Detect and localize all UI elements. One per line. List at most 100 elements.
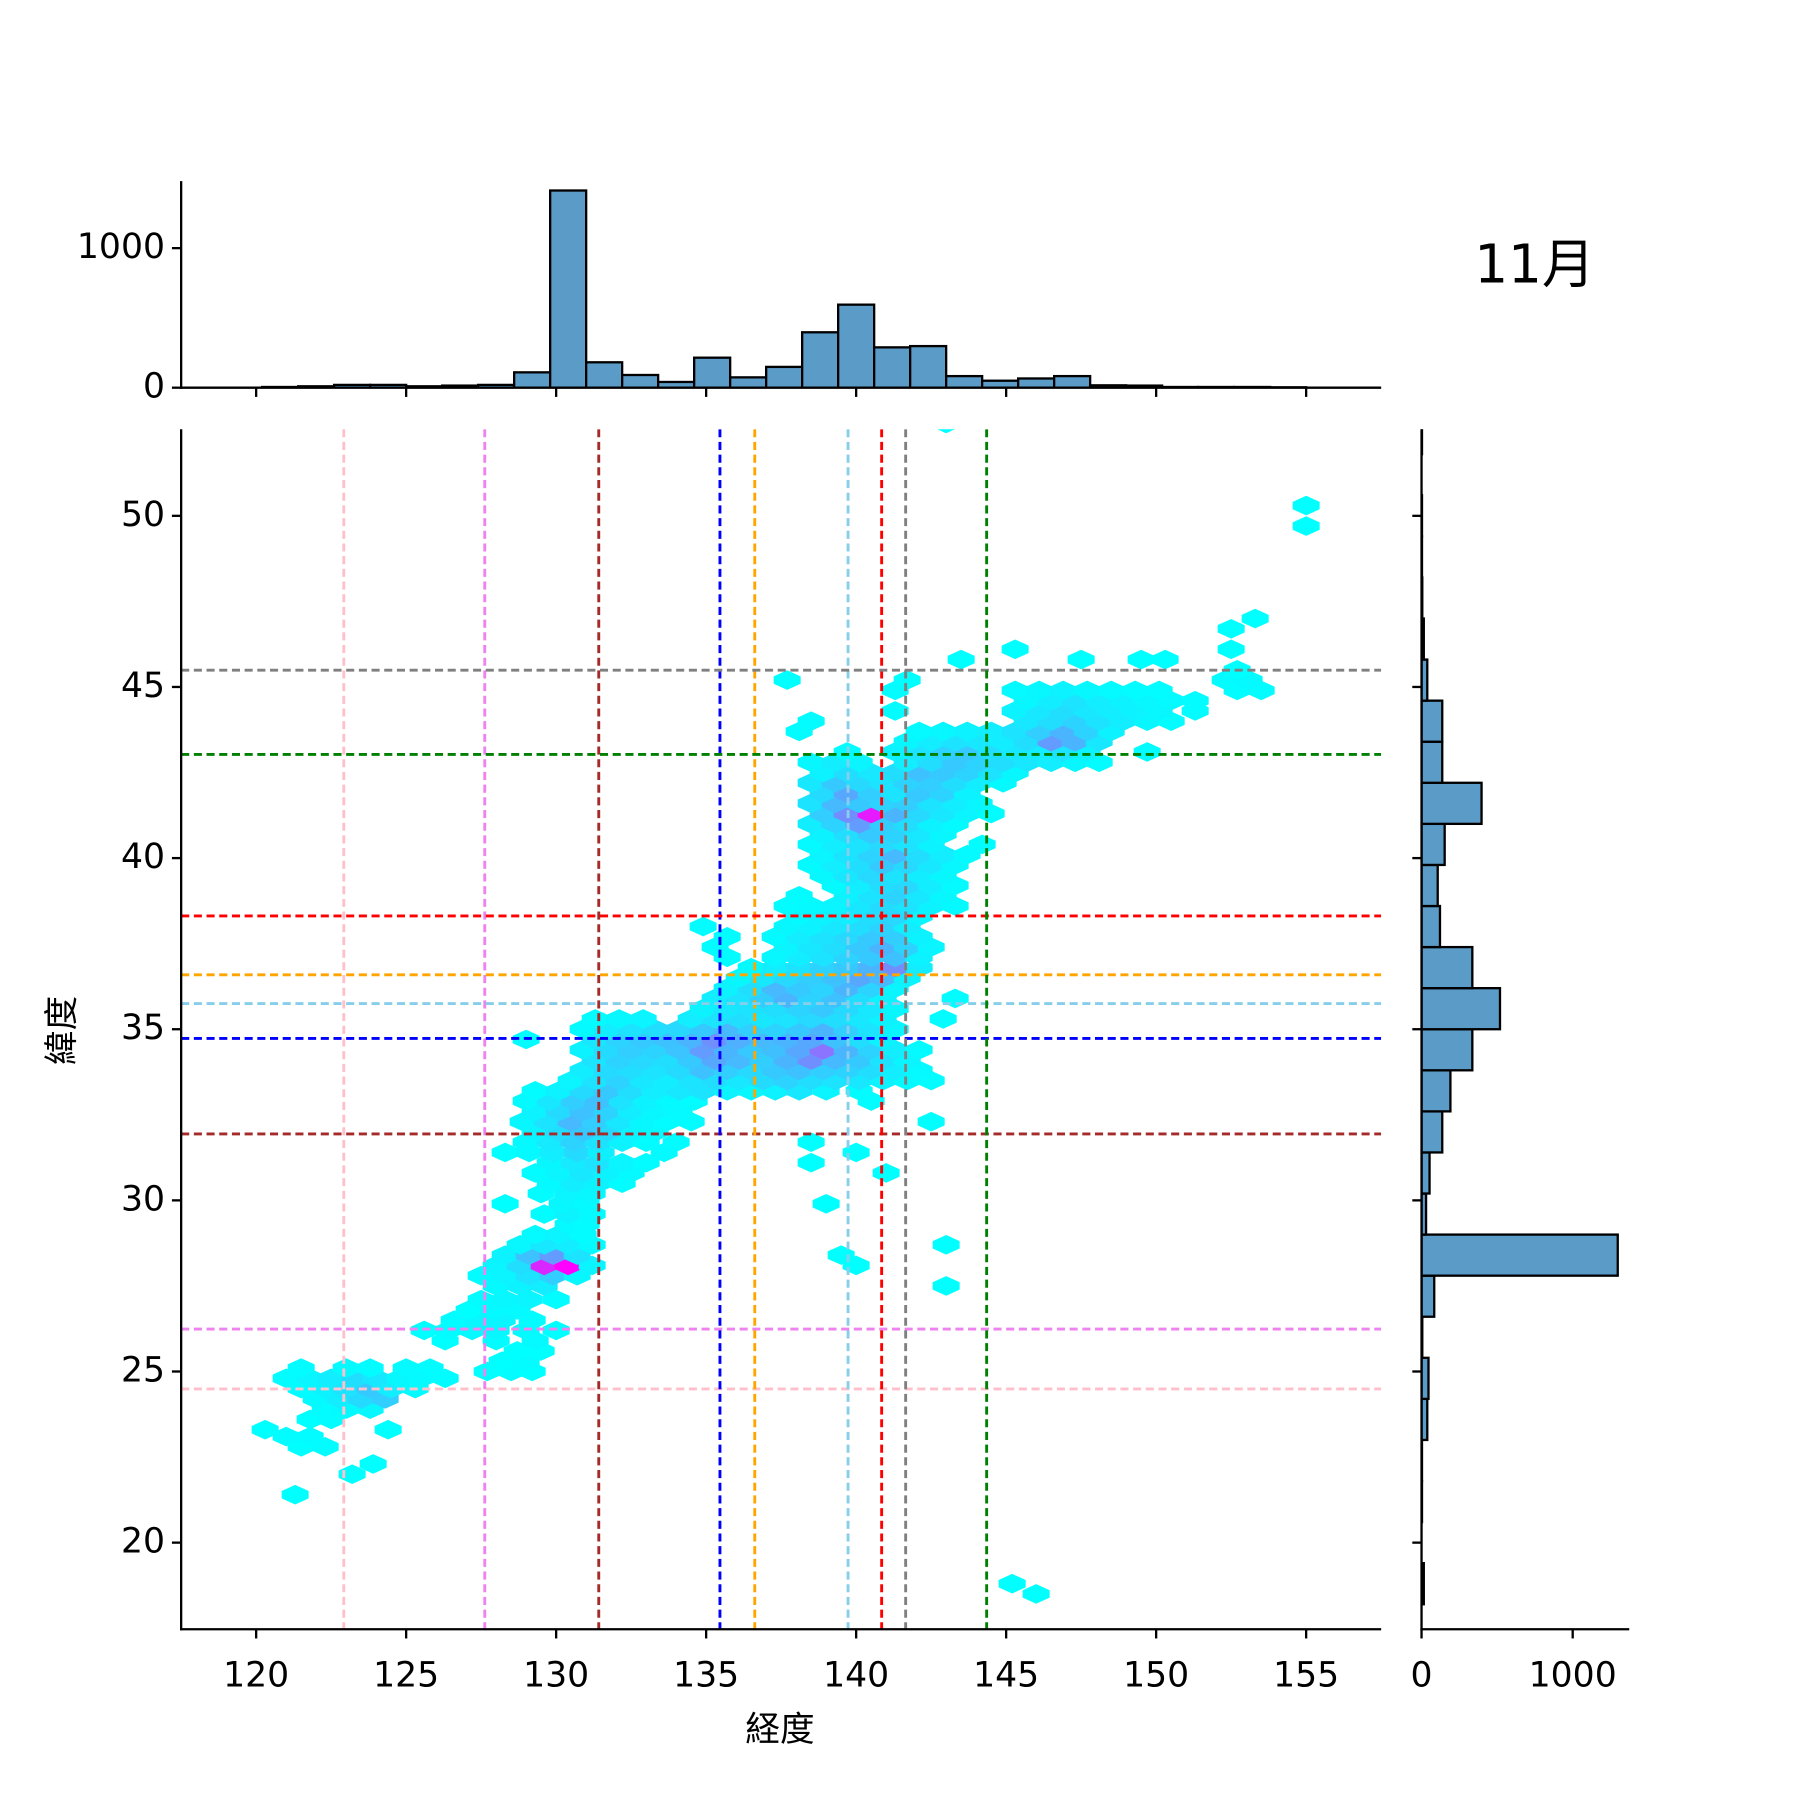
histogram-bar xyxy=(1421,945,1474,990)
histogram-bar xyxy=(1421,1274,1436,1318)
hex-cell xyxy=(608,1152,636,1173)
hex-cell xyxy=(773,670,801,690)
hex-cell xyxy=(1145,680,1173,701)
x-tick-label: 150 xyxy=(1123,1656,1189,1696)
hex-cell xyxy=(1022,1584,1050,1604)
hex-cell xyxy=(1133,742,1161,762)
hex-cell xyxy=(1001,639,1029,660)
x-tick-label: 130 xyxy=(523,1656,589,1696)
histogram-bar xyxy=(1421,1233,1619,1277)
hex-cell xyxy=(416,1358,444,1378)
hex-cell xyxy=(905,1039,933,1060)
hex-cell xyxy=(893,670,921,690)
histogram-bar xyxy=(1421,1356,1430,1401)
x-tick-label: 145 xyxy=(973,1656,1039,1696)
y-tick-label: 1000 xyxy=(77,227,165,267)
histogram-bar xyxy=(908,344,948,388)
hex-cell xyxy=(872,1163,900,1183)
hex-cell xyxy=(542,1289,570,1310)
histogram-bar xyxy=(1421,904,1442,949)
y-tick-label: 30 xyxy=(121,1179,165,1219)
hex-cell xyxy=(251,1419,279,1440)
hex-cell xyxy=(605,1009,633,1029)
histogram-bar xyxy=(728,376,768,388)
plot-area xyxy=(1421,429,1619,1606)
hex-cell xyxy=(929,721,957,742)
hex-cell xyxy=(1181,690,1209,711)
x-tick-label: 120 xyxy=(223,1656,289,1696)
hex-cell xyxy=(521,1081,549,1101)
hex-cell xyxy=(338,1464,366,1484)
hex-cell xyxy=(530,1204,558,1224)
hex-cell xyxy=(1217,618,1245,639)
x-axis-label: 経度 xyxy=(745,1710,814,1750)
x-tick-label: 140 xyxy=(823,1656,889,1696)
hex-cell xyxy=(1073,680,1101,701)
hex-cell xyxy=(1241,608,1269,629)
hex-cell xyxy=(374,1419,402,1440)
histogram-bar xyxy=(692,356,732,388)
hex-cell xyxy=(287,1358,315,1378)
plot-area xyxy=(181,429,1382,1630)
histogram-bar xyxy=(872,346,912,388)
hex-cell xyxy=(812,1193,840,1214)
hex-cell xyxy=(467,1289,495,1310)
hex-cell xyxy=(689,916,717,937)
x-tick-label: 1000 xyxy=(1529,1656,1617,1696)
hex-cell xyxy=(296,1426,324,1447)
histogram-bar xyxy=(764,365,804,388)
hex-cell xyxy=(968,834,996,855)
histogram-bar xyxy=(548,189,588,388)
histogram-bar xyxy=(1421,987,1502,1031)
histogram-bar xyxy=(1052,374,1092,388)
histogram-bar xyxy=(1421,1069,1452,1113)
hex-cell xyxy=(662,1132,690,1152)
hex-cell xyxy=(932,1235,960,1255)
hex-cell xyxy=(917,1111,945,1132)
hex-cell xyxy=(392,1358,420,1378)
histogram-bar xyxy=(1421,740,1444,784)
x-tick-label: 0 xyxy=(1411,1656,1433,1696)
y-tick-label: 35 xyxy=(121,1008,165,1048)
y-axis-label: 緯度 xyxy=(42,996,82,1065)
histogram-bar xyxy=(1421,1110,1444,1154)
histogram-bar xyxy=(1421,863,1439,908)
x-tick-label: 125 xyxy=(373,1656,439,1696)
histogram-bar xyxy=(1421,1151,1431,1195)
histogram-bar xyxy=(1421,1028,1474,1072)
histogram-bar xyxy=(1421,781,1483,826)
hex-cell xyxy=(953,721,981,742)
hex-cell xyxy=(491,1142,519,1163)
histogram-bar xyxy=(585,361,624,388)
y-tick-label: 25 xyxy=(121,1351,165,1391)
hex-cell xyxy=(881,701,909,721)
hex-cell xyxy=(1025,680,1053,701)
x-tick-label: 155 xyxy=(1273,1656,1339,1696)
histogram-bar xyxy=(1421,822,1446,867)
hex-cell xyxy=(1097,680,1125,701)
y-tick-label: 45 xyxy=(121,666,165,706)
hex-cell xyxy=(797,711,825,731)
hex-cell xyxy=(503,1341,531,1361)
hex-cell xyxy=(359,1454,387,1474)
histogram-bar xyxy=(801,331,840,388)
hex-cell xyxy=(937,429,955,434)
hex-cell xyxy=(1151,649,1179,670)
histogram-bar xyxy=(621,373,660,388)
hex-cell xyxy=(1001,680,1029,701)
hex-cell xyxy=(785,885,813,906)
hex-cell xyxy=(947,649,975,670)
histogram-bar xyxy=(513,371,552,388)
y-tick-label: 40 xyxy=(121,837,165,877)
hex-cell xyxy=(632,1152,660,1173)
hex-cell xyxy=(737,957,765,978)
histogram-bar xyxy=(1421,699,1444,743)
histogram-bar xyxy=(944,374,984,388)
y-tick-label: 50 xyxy=(121,495,165,535)
hex-cell xyxy=(491,1193,519,1214)
hex-cell xyxy=(356,1358,384,1378)
hex-cell xyxy=(1292,495,1320,516)
hex-cell xyxy=(1067,649,1095,670)
hex-cell xyxy=(941,988,969,1009)
